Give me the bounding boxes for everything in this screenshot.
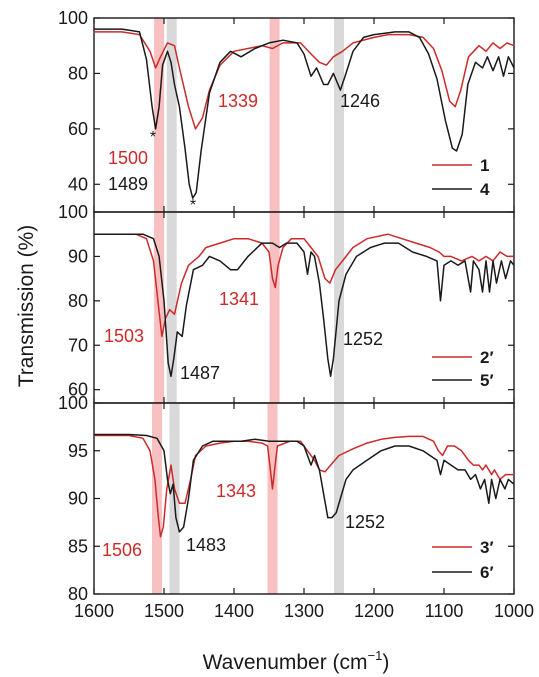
x-axis-label: Wavenumber (cm−1) xyxy=(203,648,390,674)
y-tick-label: 100 xyxy=(58,202,88,222)
peak-annotation: 1503 xyxy=(104,326,144,346)
peak-annotation: 1246 xyxy=(340,91,380,111)
y-tick-label: 70 xyxy=(68,335,88,355)
legend-label: 3′ xyxy=(480,538,494,557)
y-tick-label: 85 xyxy=(68,536,88,556)
series-line-3′ xyxy=(94,434,514,538)
y-tick-label: 100 xyxy=(58,393,88,413)
series-line-5′ xyxy=(94,233,515,378)
peak-annotation: 1343 xyxy=(216,481,256,501)
highlight-band-gray xyxy=(166,18,177,212)
x-axis-label-close: ) xyxy=(382,651,389,674)
x-tick-label: 1600 xyxy=(74,601,114,621)
highlight-band-gray xyxy=(166,212,177,403)
series-line-6′ xyxy=(94,433,515,533)
x-tick-label: 1500 xyxy=(144,601,184,621)
y-tick-label: 100 xyxy=(58,8,88,28)
x-tick-label: 1100 xyxy=(425,601,464,621)
y-tick-label: 60 xyxy=(68,119,88,139)
legend-label: 1 xyxy=(480,156,489,175)
legend-label: 2′ xyxy=(480,348,494,367)
y-axis-label: Transmission (%) xyxy=(15,225,38,388)
panel-bottom: 80 85 90 95 100 1600 1500 1400 1300 1200 1100 1000 1… xyxy=(58,393,534,621)
series-line-2′ xyxy=(94,233,514,338)
legend-label: 5′ xyxy=(480,371,494,390)
x-tick-label: 1400 xyxy=(214,601,254,621)
x-tick-label: 1300 xyxy=(284,601,324,621)
peak-annotation: 1506 xyxy=(102,540,142,560)
peak-marker: * xyxy=(190,197,196,214)
highlight-band-red xyxy=(269,18,280,212)
peak-annotation: 1487 xyxy=(180,363,220,383)
x-axis-label-superscript: −1 xyxy=(368,648,383,663)
peak-annotation: 1500 xyxy=(108,148,148,168)
highlight-band-red xyxy=(269,212,280,403)
legend-label: 6′ xyxy=(480,563,494,582)
series-line-4 xyxy=(94,28,515,199)
y-tick-label: 90 xyxy=(68,489,88,509)
legend-label: 4 xyxy=(480,180,490,199)
y-tick-label: 80 xyxy=(68,584,88,604)
y-tick-label: 80 xyxy=(68,63,88,83)
panel-middle: 60 70 80 90 100 1503 1487 1341 1252 2′ 5′ xyxy=(58,202,515,404)
x-tick-label: 1000 xyxy=(494,601,534,621)
highlight-band-gray xyxy=(334,403,344,594)
highlight-band-red xyxy=(267,403,278,594)
y-tick-label: 95 xyxy=(68,441,88,461)
peak-annotation: 1341 xyxy=(219,289,259,309)
x-tick-label: 1200 xyxy=(354,601,394,621)
peak-marker: * xyxy=(150,129,156,146)
y-tick-label: 60 xyxy=(68,380,88,400)
peak-annotation: 1252 xyxy=(343,329,383,349)
series-line-1 xyxy=(94,31,515,130)
peak-annotation: 1483 xyxy=(186,535,226,555)
panel-top: 40 60 80 100 1500 1489 1339 1246 * * 1 4 xyxy=(58,8,515,214)
x-axis-label-main: Wavenumber (cm xyxy=(203,651,368,674)
y-tick-label: 80 xyxy=(68,291,88,311)
highlight-band-red xyxy=(154,18,165,212)
peak-annotation: 1489 xyxy=(108,174,148,194)
y-tick-label: 40 xyxy=(68,174,88,194)
peak-annotation: 1339 xyxy=(218,91,258,111)
peak-annotation: 1252 xyxy=(345,512,385,532)
y-tick-label: 90 xyxy=(68,246,88,266)
highlight-band-gray xyxy=(334,18,344,212)
